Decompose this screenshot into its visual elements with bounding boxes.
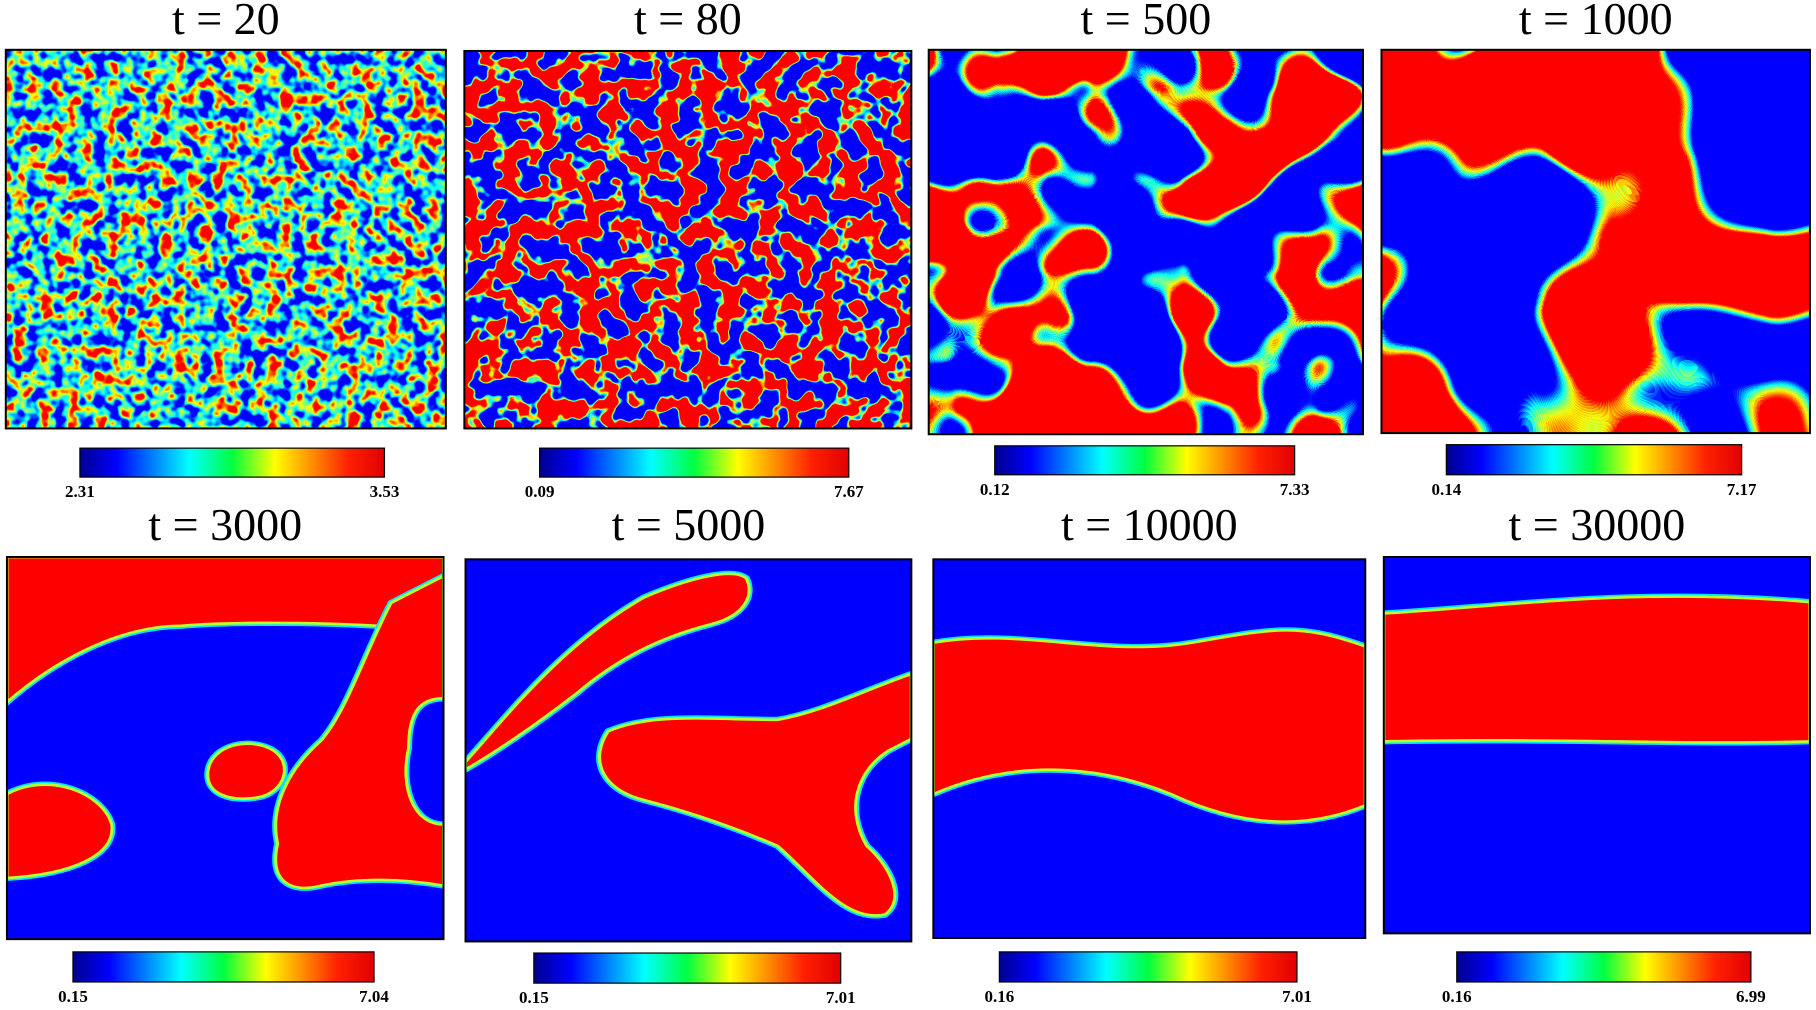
colorbar-min-label: 0.14 — [1431, 480, 1461, 499]
panel-title: t = 3000 — [148, 499, 302, 550]
panel-frame — [1380, 48, 1811, 435]
colorbar-min-label: 0.12 — [980, 480, 1010, 499]
panel-frame — [1382, 555, 1811, 935]
colorbar — [994, 445, 1296, 476]
panel-frame — [5, 555, 445, 941]
colorbar-max-label: 7.67 — [834, 482, 864, 501]
colorbar — [79, 447, 386, 478]
panel-title: t = 10000 — [1061, 499, 1238, 550]
colorbar-min-label: 0.16 — [984, 987, 1014, 1006]
panel-frame — [927, 48, 1364, 436]
colorbar-max-label: 7.01 — [1282, 987, 1312, 1006]
field-image — [5, 49, 446, 429]
colorbar — [998, 951, 1298, 983]
colorbar-max-label: 3.53 — [370, 482, 400, 501]
field-image — [928, 49, 1363, 435]
field-image — [933, 559, 1366, 938]
colorbar-min-label: 0.09 — [525, 482, 555, 501]
panel-frame — [932, 558, 1367, 939]
panel-title: t = 80 — [634, 0, 742, 44]
colorbar — [1445, 444, 1743, 476]
colorbar-max-label: 7.04 — [359, 987, 389, 1006]
colorbar-min-label: 0.16 — [1442, 987, 1472, 1006]
colorbar — [533, 952, 842, 984]
panel-title: t = 5000 — [612, 499, 766, 550]
field-image — [1383, 556, 1810, 934]
field-image — [6, 556, 444, 940]
colorbar-max-label: 6.99 — [1736, 987, 1766, 1006]
colorbar — [539, 447, 850, 478]
panel-title: t = 30000 — [1509, 499, 1686, 550]
panel-title: t = 500 — [1080, 0, 1211, 44]
panel-frame — [463, 49, 913, 430]
colorbar-max-label: 7.33 — [1280, 480, 1310, 499]
colorbar-min-label: 0.15 — [519, 988, 549, 1007]
panel-frame — [4, 48, 447, 430]
colorbar — [72, 951, 375, 983]
colorbar — [1456, 951, 1752, 983]
field-image — [1381, 49, 1810, 434]
panel-frame — [464, 558, 913, 943]
field-image — [465, 559, 912, 942]
field-image — [464, 50, 912, 429]
colorbar-max-label: 7.17 — [1727, 480, 1757, 499]
colorbar-min-label: 2.31 — [65, 482, 95, 501]
colorbar-min-label: 0.15 — [58, 987, 88, 1006]
colorbar-max-label: 7.01 — [826, 988, 856, 1007]
panel-title: t = 1000 — [1519, 0, 1673, 44]
panel-title: t = 20 — [172, 0, 280, 44]
